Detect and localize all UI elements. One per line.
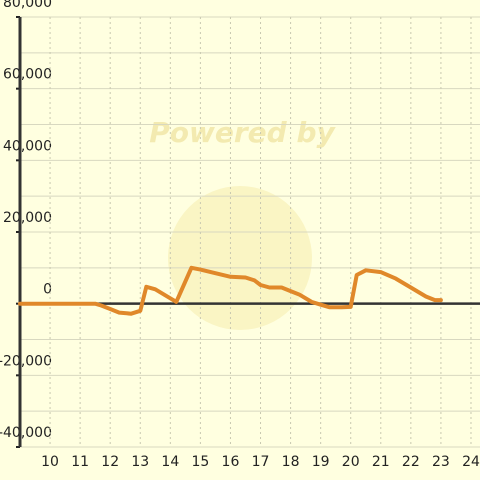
y-tick-label: -20,000 (0, 353, 52, 369)
x-tick-label: 22 (402, 454, 420, 470)
x-tick-label: 15 (191, 454, 209, 470)
y-tick-label: 60,000 (3, 67, 52, 83)
x-tick-label: 23 (432, 454, 450, 470)
y-tick-label: 80,000 (3, 0, 52, 11)
x-tick-label: 10 (41, 454, 59, 470)
x-tick-label: 17 (252, 454, 270, 470)
y-tick-label: 20,000 (3, 210, 52, 226)
watermark: Powered by (149, 116, 336, 149)
x-tick-label: 18 (282, 454, 300, 470)
x-tick-label: 20 (342, 454, 360, 470)
x-tick-label: 16 (222, 454, 240, 470)
x-tick-label: 21 (372, 454, 390, 470)
x-tick-label: 24 (462, 454, 480, 470)
x-tick-label: 13 (131, 454, 149, 470)
x-tick-label: 12 (101, 454, 119, 470)
line-series (18, 265, 443, 316)
x-tick-label: 11 (71, 454, 89, 470)
x-tick-label: 19 (312, 454, 330, 470)
watermark-logo (168, 186, 312, 330)
y-tick-label: -40,000 (0, 425, 52, 441)
x-tick-label: 14 (161, 454, 179, 470)
y-tick-label: 40,000 (3, 138, 52, 154)
y-tick-label: 0 (43, 282, 52, 298)
